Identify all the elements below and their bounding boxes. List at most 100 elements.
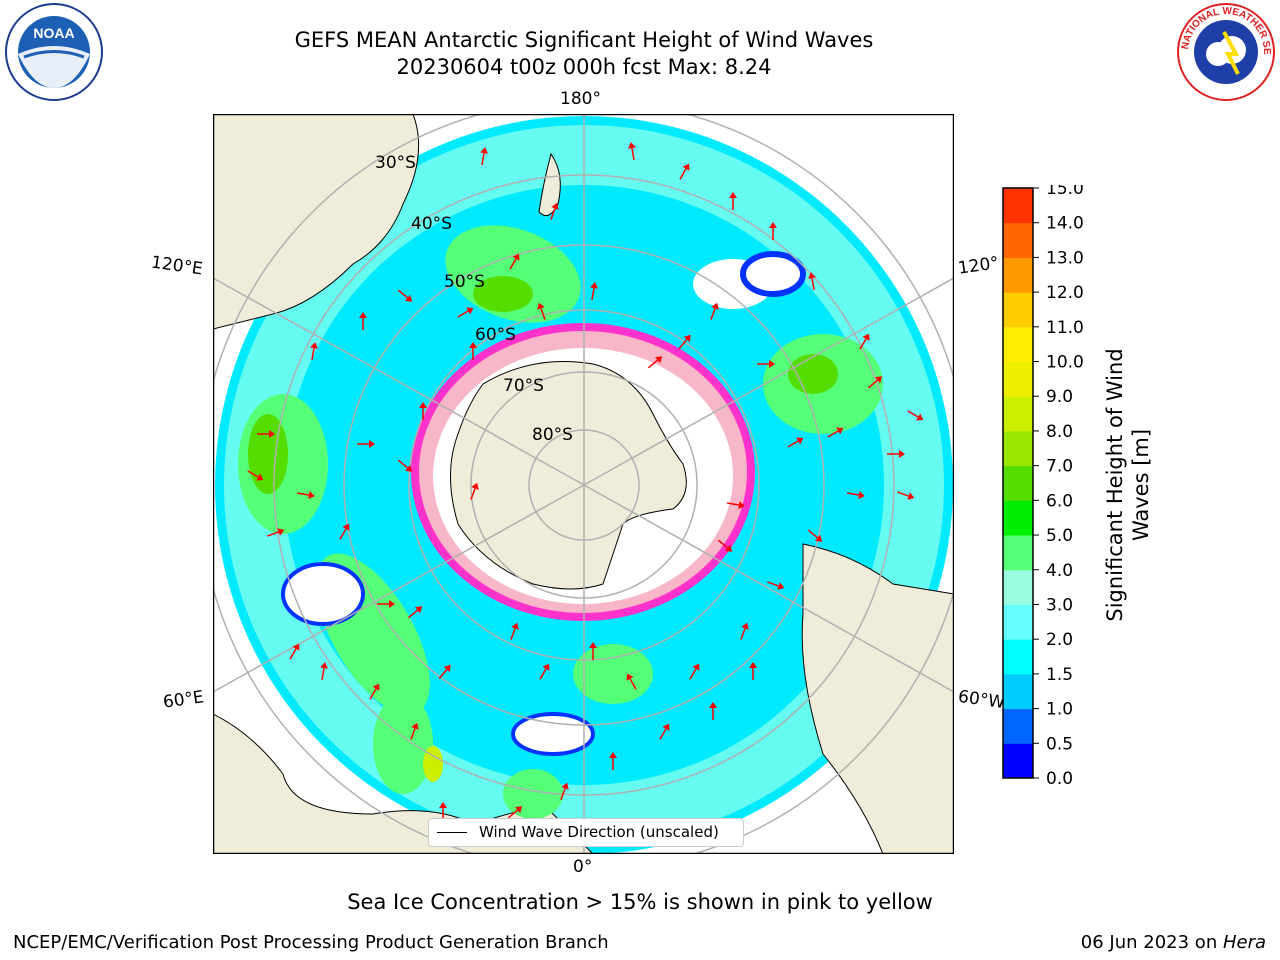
colorbar-tick-label: 11.0 <box>1046 318 1084 338</box>
wave-direction-arrow <box>647 356 663 369</box>
wave-direction-arrow <box>438 664 451 680</box>
wave-direction-arrow <box>689 663 700 680</box>
legend-label: Wind Wave Direction (unscaled) <box>479 823 719 841</box>
wave-direction-arrow <box>247 470 264 481</box>
map-legend: Wind Wave Direction (unscaled) <box>428 818 744 847</box>
sea-ice-caption: Sea Ice Concentration > 15% is shown in … <box>347 890 933 914</box>
colorbar-tick-label: 3.0 <box>1046 595 1073 615</box>
colorbar-tick-label: 4.0 <box>1046 561 1073 581</box>
wave-direction-arrow <box>867 376 883 389</box>
wave-direction-arrow <box>480 147 488 166</box>
wave-direction-arrow <box>710 302 719 320</box>
colorbar-tick-label: 5.0 <box>1046 526 1073 546</box>
colorbar-segment <box>1003 500 1033 536</box>
colorbar-tick-label: 8.0 <box>1046 422 1073 442</box>
wave-direction-arrow <box>907 410 924 421</box>
colorbar-segment <box>1003 257 1033 293</box>
colorbar-tick-label: 2.0 <box>1046 630 1073 650</box>
colorbar-tick-label: 0.5 <box>1046 734 1073 754</box>
wave-direction-arrow <box>509 253 520 270</box>
footer-branch: NCEP/EMC/Verification Post Processing Pr… <box>13 932 609 953</box>
wave-direction-arrow <box>257 430 275 438</box>
lat-label-50s: 50°S <box>444 272 485 292</box>
lat-label-60s: 60°S <box>475 325 516 345</box>
footer-date-text: 06 Jun 2023 on <box>1080 932 1223 953</box>
colorbar: 0.0 0.5 1.0 1.5 2.0 3.0 4.0 5.0 6.0 7.0 8.0 9.0 10.0… <box>1002 185 1084 785</box>
wave-direction-arrow <box>296 491 315 499</box>
wave-direction-arrow <box>897 491 915 500</box>
colorbar-segment <box>1003 465 1033 501</box>
wave-direction-arrow <box>729 192 737 210</box>
wave-direction-arrow <box>397 289 413 302</box>
wave-direction-arrow <box>757 360 775 368</box>
wave-direction-arrow <box>589 642 597 660</box>
polar-map: 30°S 40°S 50°S 60°S 70°S 80°S <box>212 113 955 855</box>
wave-direction-arrow <box>846 491 865 499</box>
land-australia <box>213 114 420 330</box>
footer-date: 06 Jun 2023 on Hera <box>1081 932 1266 953</box>
wave-direction-arrow <box>679 163 690 180</box>
wave-direction-arrow <box>357 440 375 448</box>
lon-label-60w: 60°W <box>956 686 1007 714</box>
svg-text:Significant Height of Wind: Significant Height of Wind <box>1103 348 1127 621</box>
colorbar-segment <box>1003 222 1033 258</box>
colorbar-segment <box>1003 188 1033 224</box>
colorbar-segment <box>1003 361 1033 397</box>
lon-label-120e: 120°E <box>149 252 204 280</box>
wave-direction-arrow <box>310 342 318 361</box>
svg-text:NOAA: NOAA <box>33 25 74 41</box>
wave-direction-arrow <box>709 702 717 720</box>
wave-direction-arrow <box>787 437 804 448</box>
wave-direction-arrow <box>628 142 636 161</box>
colorbar-tick-label: 1.0 <box>1046 700 1073 720</box>
wave-direction-arrow <box>749 662 757 680</box>
colorbar-tick-label: 10.0 <box>1046 353 1084 373</box>
wave-direction-arrow <box>359 312 367 330</box>
wave-direction-arrow <box>410 722 419 740</box>
wave-direction-arrow <box>369 683 380 700</box>
wave-direction-arrow <box>560 782 569 800</box>
wave-direction-arrow <box>827 427 844 438</box>
colorbar-title: Significant Height of Wind Waves [m] <box>1103 348 1153 621</box>
footer-machine: Hera <box>1222 932 1266 953</box>
wave-direction-arrow <box>289 643 300 660</box>
wave-direction-arrow <box>767 581 785 590</box>
wave-direction-arrow <box>320 662 328 681</box>
wave-direction-arrow <box>510 622 519 640</box>
colorbar-segment <box>1003 743 1033 779</box>
colorbar-segment <box>1003 639 1033 675</box>
wave-direction-arrow <box>859 333 870 350</box>
colorbar-segment <box>1003 326 1033 363</box>
wave-direction-arrow <box>267 528 285 537</box>
colorbar-segment <box>1003 604 1033 640</box>
colorbar-tick-label: 9.0 <box>1046 387 1073 407</box>
wave-direction-arrow <box>726 501 745 509</box>
wave-direction-arrow <box>419 402 427 420</box>
land-south-america <box>801 543 954 854</box>
wave-direction-arrow <box>626 673 637 690</box>
wave-direction-arrow <box>717 539 733 552</box>
lon-label-120w: 120° <box>956 253 1001 279</box>
colorbar-tick-label: 0.0 <box>1046 769 1073 785</box>
wave-direction-arrow <box>397 459 413 472</box>
legend-line-swatch <box>437 832 467 833</box>
lat-label-80s: 80°S <box>532 425 573 445</box>
wave-direction-arrow <box>377 600 395 608</box>
colorbar-segment <box>1003 292 1033 328</box>
svg-text:Waves [m]: Waves [m] <box>1129 429 1153 541</box>
colorbar-tick-label: 13.0 <box>1046 248 1084 268</box>
wave-direction-arrow <box>537 302 546 320</box>
wave-direction-arrow <box>887 450 905 458</box>
wave-arrows <box>247 142 924 820</box>
nws-logo: NATIONAL WEATHER SERVICE <box>1176 2 1275 101</box>
lon-label-180: 180° <box>560 89 601 109</box>
colorbar-segment <box>1003 535 1033 571</box>
colorbar-tick-label: 1.5 <box>1046 665 1073 685</box>
lon-label-60e: 60°E <box>161 687 206 713</box>
colorbar-tick-label: 6.0 <box>1046 491 1073 511</box>
wave-direction-arrow <box>339 523 350 540</box>
wave-direction-arrow <box>457 307 474 318</box>
wave-direction-arrow <box>807 529 823 542</box>
wave-direction-arrow <box>808 272 816 291</box>
colorbar-tick-label: 14.0 <box>1046 214 1084 234</box>
